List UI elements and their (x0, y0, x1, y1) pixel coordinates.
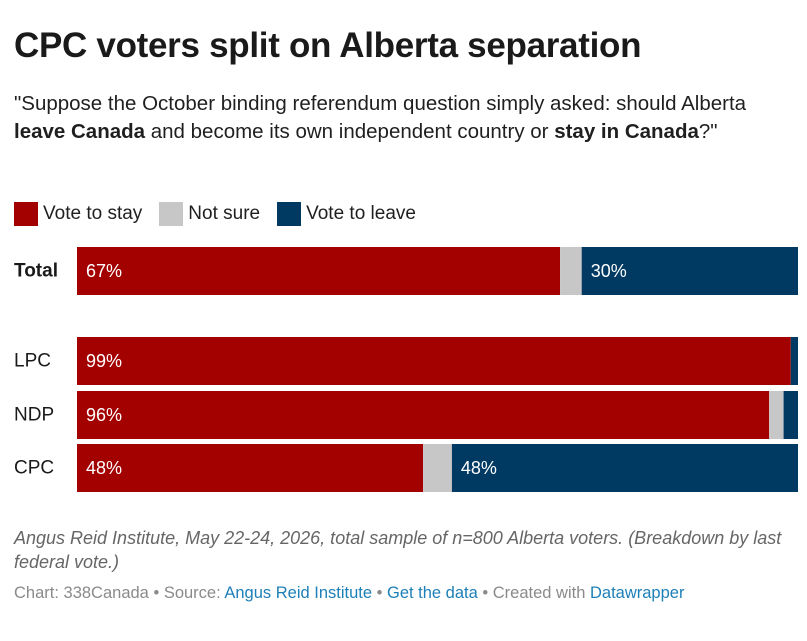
category-label-ndp: NDP (14, 405, 54, 426)
bar-ndp-not-sure (769, 391, 784, 439)
category-label-lpc: LPC (14, 351, 51, 372)
bar-total-vote-to-leave (581, 247, 798, 295)
subtitle-text-1: "Suppose the October binding referendum … (14, 92, 747, 115)
subtitle-bold-2: stay in Canada (554, 120, 699, 143)
footer-source-prefix: Source: (163, 584, 225, 602)
bar-total-vote-to-stay (77, 247, 561, 295)
stacked-bar-chart: Total 67% 30% LPC 99% NDP 96% CPC 48% 48% (14, 247, 798, 492)
legend-label-not-sure: Not sure (188, 203, 261, 224)
chart-title: CPC voters split on Alberta separation (14, 26, 642, 65)
bar-ndp-vote-to-stay (77, 391, 770, 439)
footer-separator: • (372, 584, 387, 602)
data-label-cpc-vote-to-leave: 48% (461, 458, 497, 478)
chart-notes: Angus Reid Institute, May 22-24, 2026, t… (14, 528, 782, 572)
bar-lpc-vote-to-leave (790, 337, 798, 385)
footer-created-prefix: Created with (492, 584, 590, 602)
legend-label-stay: Vote to stay (43, 203, 143, 224)
bar-ndp-vote-to-leave (783, 391, 798, 439)
subtitle-bold-1: leave Canada (14, 120, 146, 143)
footer-separator: • (477, 584, 493, 602)
bar-total-not-sure (560, 247, 582, 295)
data-label-lpc-vote-to-stay: 99% (86, 351, 122, 371)
legend-item-leave: Vote to leave (277, 202, 416, 226)
category-label-cpc: CPC (14, 458, 54, 479)
footer-separator: • (148, 584, 164, 602)
legend-label-leave: Vote to leave (306, 203, 416, 224)
legend-swatch-stay (14, 202, 38, 226)
bar-cpc-vote-to-stay (77, 444, 424, 492)
source-link[interactable]: Angus Reid Institute (224, 584, 373, 602)
chart-subtitle: "Suppose the October binding referendum … (14, 90, 799, 146)
data-label-total-vote-to-leave: 30% (591, 261, 627, 281)
legend-item-stay: Vote to stay (14, 202, 142, 226)
data-label-ndp-vote-to-stay: 96% (86, 405, 122, 425)
category-label-total: Total (14, 261, 58, 282)
data-label-total-vote-to-stay: 67% (86, 261, 122, 281)
legend-swatch-leave (277, 202, 302, 226)
bar-cpc-not-sure (423, 444, 452, 492)
bar-lpc-vote-to-stay (77, 337, 791, 385)
footer-chart-by: 338Canada (63, 584, 149, 602)
legend-item-not-sure: Not sure (159, 202, 260, 226)
subtitle-text-3: ?" (698, 120, 718, 143)
data-label-cpc-vote-to-stay: 48% (86, 458, 122, 478)
legend-swatch-not-sure (159, 202, 184, 226)
chart-footer: Chart: 338Canada • Source: Angus Reid In… (14, 584, 684, 603)
footer-chart-prefix: Chart: (14, 584, 64, 602)
bar-cpc-vote-to-leave (451, 444, 798, 492)
chart-legend: Vote to stay Not sure Vote to leave (14, 201, 433, 227)
subtitle-text-2: and become its own independent country o… (145, 120, 555, 143)
get-data-link[interactable]: Get the data (386, 584, 478, 602)
datawrapper-link[interactable]: Datawrapper (589, 584, 685, 602)
